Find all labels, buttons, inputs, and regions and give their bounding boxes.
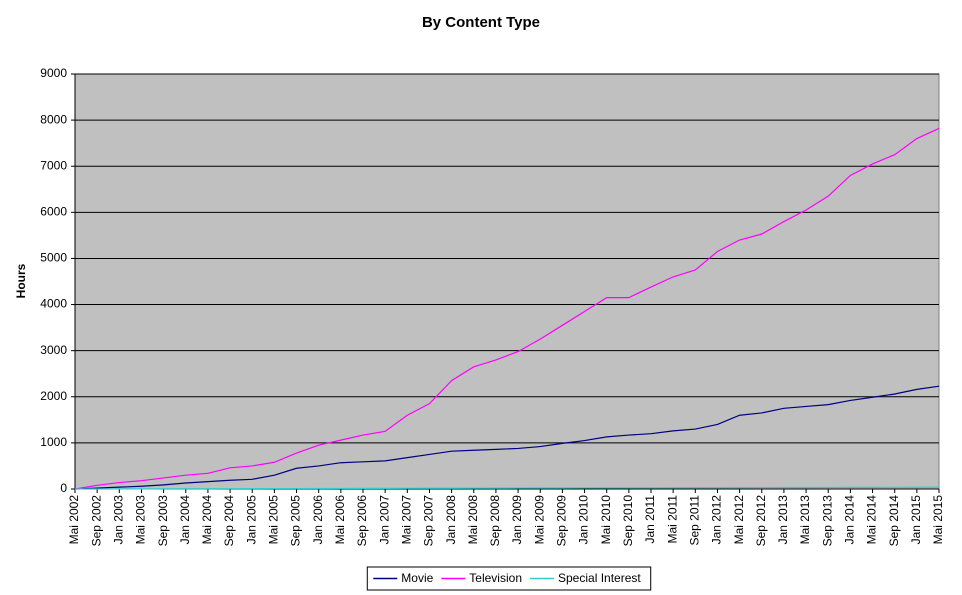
- x-tick-label: Sep 2007: [422, 495, 436, 547]
- x-tick-label: Mai 2013: [798, 495, 812, 545]
- x-tick-label: Sep 2014: [887, 495, 901, 547]
- x-tick-label: Sep 2006: [355, 495, 369, 547]
- x-tick-label: Jan 2010: [577, 495, 591, 545]
- y-tick-label: 1000: [40, 435, 67, 449]
- x-tick-label: Jan 2004: [178, 495, 192, 545]
- x-tick-label: Sep 2010: [621, 495, 635, 547]
- y-tick-label: 6000: [40, 205, 67, 219]
- x-tick-label: Sep 2005: [289, 495, 303, 547]
- x-tick-label: Jan 2012: [710, 495, 724, 545]
- y-tick-label: 0: [60, 481, 67, 495]
- x-tick-label: Mai 2014: [865, 495, 879, 545]
- plot-area: [74, 73, 940, 490]
- series-line: [74, 385, 940, 490]
- x-tick-label: Mai 2010: [599, 495, 613, 545]
- x-tick-label: Jan 2008: [444, 495, 458, 545]
- y-tick-label: 2000: [40, 389, 67, 403]
- x-tick-label: Mai 2003: [134, 495, 148, 545]
- x-tick-label: Sep 2003: [156, 495, 170, 547]
- x-tick-label: Sep 2009: [555, 495, 569, 547]
- x-tick-label: Jan 2009: [510, 495, 524, 545]
- legend-label: Television: [469, 571, 522, 585]
- x-tick-label: Mai 2006: [333, 495, 347, 545]
- series-line: [74, 127, 940, 490]
- x-tick-label: Jan 2011: [643, 495, 657, 544]
- x-tick-label: Mai 2008: [466, 495, 480, 545]
- x-tick-label: Mai 2007: [399, 495, 413, 545]
- x-tick-label: Sep 2008: [488, 495, 502, 547]
- x-tick-label: Mai 2009: [532, 495, 546, 545]
- x-tick-label: Mai 2002: [67, 495, 81, 545]
- x-tick-label: Jan 2015: [909, 495, 923, 545]
- x-tick-label: Sep 2011: [687, 495, 701, 546]
- series-line: [75, 486, 940, 490]
- y-tick-label: 9000: [40, 66, 67, 80]
- x-tick-label: Sep 2002: [89, 495, 103, 547]
- x-tick-label: Jan 2005: [244, 495, 258, 545]
- x-tick-label: Jan 2014: [843, 495, 857, 545]
- legend-label: Movie: [401, 571, 433, 585]
- x-tick-label: Mai 2015: [931, 495, 945, 545]
- x-tick-label: Jan 2003: [111, 495, 125, 545]
- chart-title: By Content Type: [422, 14, 540, 31]
- y-tick-label: 7000: [40, 158, 67, 172]
- y-tick-label: 4000: [40, 297, 67, 311]
- x-tick-label: Mai 2004: [200, 495, 214, 545]
- x-tick-label: Jan 2013: [776, 495, 790, 545]
- y-axis-title: Hours: [14, 263, 28, 298]
- x-tick-label: Sep 2004: [222, 495, 236, 547]
- y-tick-label: 5000: [40, 251, 67, 265]
- legend-label: Special Interest: [558, 571, 641, 585]
- x-tick-label: Sep 2013: [820, 495, 834, 547]
- y-tick-label: 3000: [40, 343, 67, 357]
- x-tick-label: Jan 2007: [377, 495, 391, 545]
- x-tick-label: Sep 2012: [754, 495, 768, 547]
- x-tick-label: Jan 2006: [311, 495, 325, 545]
- x-tick-label: Mai 2005: [267, 495, 281, 545]
- legend-box: [366, 566, 652, 591]
- x-tick-label: Mai 2011: [665, 495, 679, 544]
- y-tick-label: 8000: [40, 112, 67, 126]
- x-tick-label: Mai 2012: [732, 495, 746, 545]
